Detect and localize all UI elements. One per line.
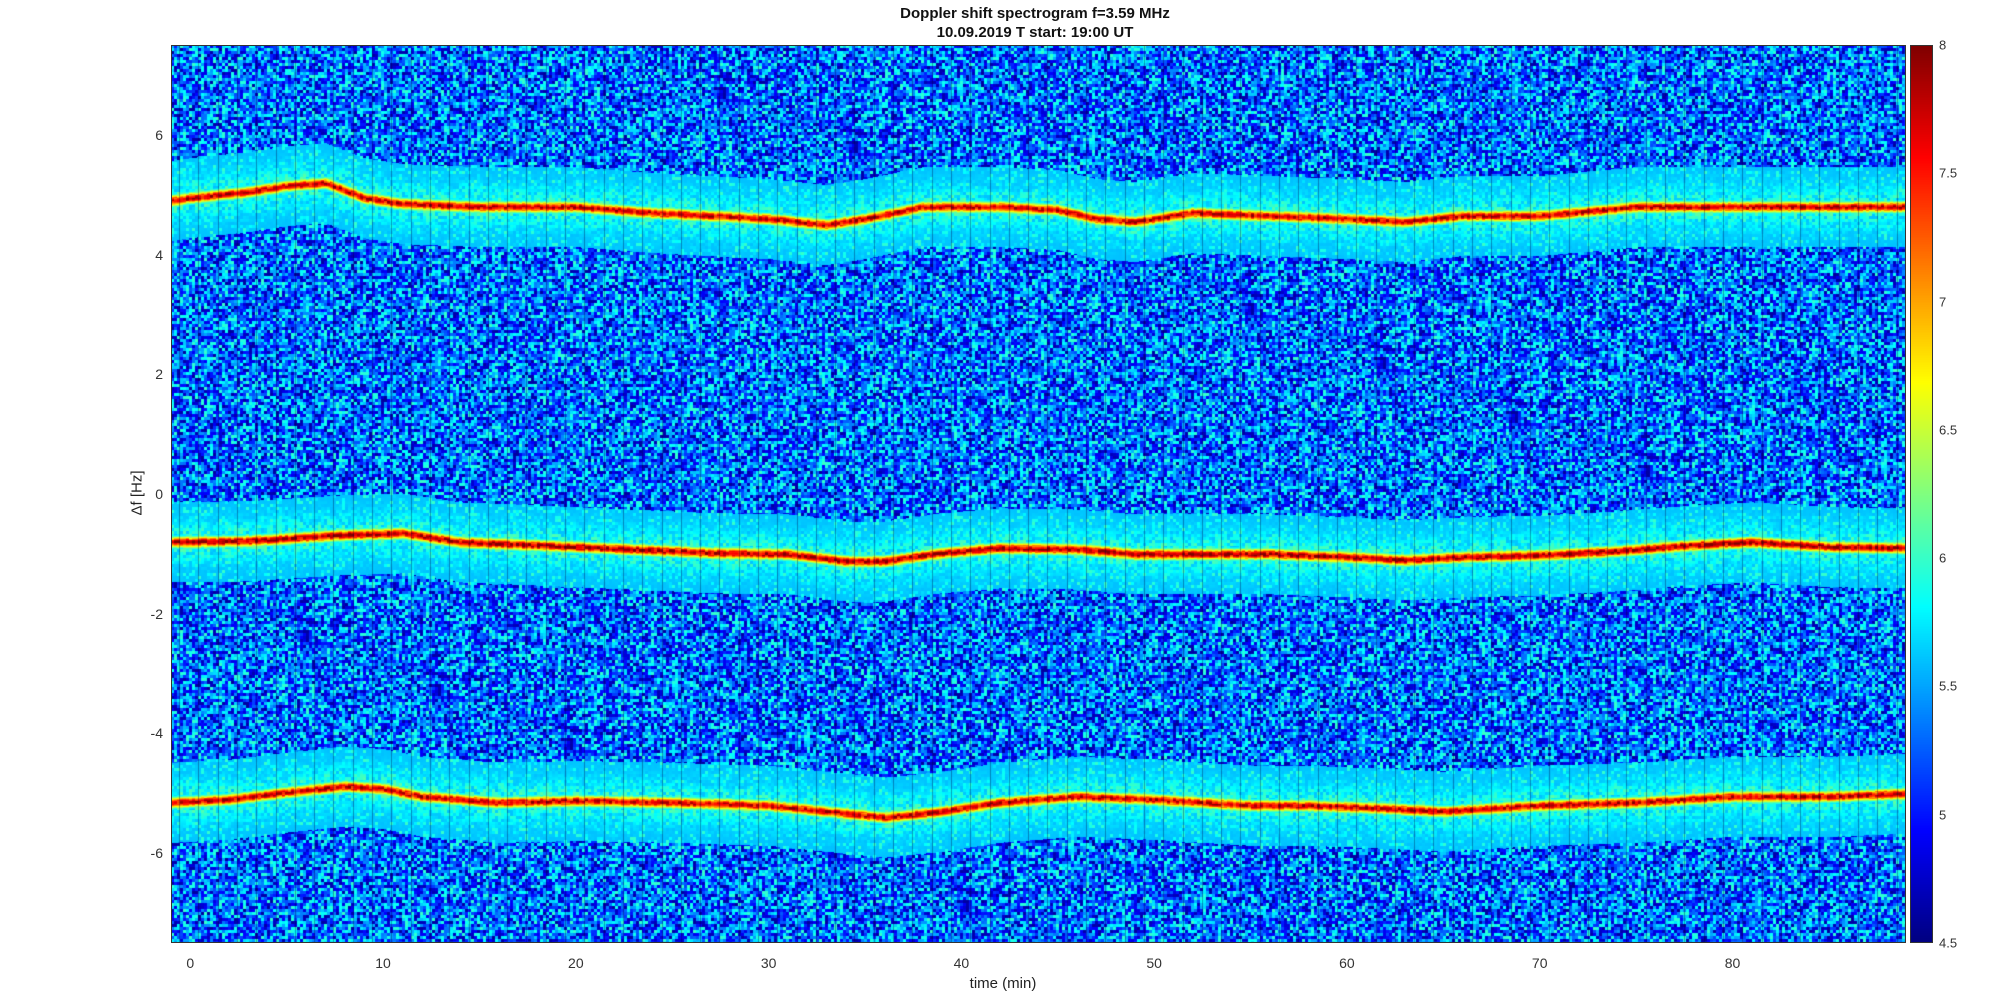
colorbar-tick-label: 4.5: [1939, 935, 1958, 951]
y-tick-label: 0: [155, 486, 163, 502]
colorbar-tick-label: 7.5: [1939, 165, 1958, 181]
y-axis-label: Δf [Hz]: [128, 470, 146, 516]
x-tick-label: 70: [1531, 955, 1548, 971]
y-tick-label: 2: [155, 366, 163, 383]
spectrogram-plot-area: [171, 45, 1906, 943]
x-tick-label: 80: [1724, 955, 1741, 971]
chart-subtitle: 10.09.2019 T start: 19:00 UT: [936, 24, 1134, 41]
y-tick-label: -2: [150, 605, 163, 622]
x-tick-label: 50: [1146, 955, 1162, 971]
chart-title: Doppler shift spectrogram f=3.59 MHz: [900, 5, 1170, 22]
colorbar-tick-label: 7: [1939, 294, 1947, 310]
colorbar-tick-label: 5: [1939, 807, 1947, 823]
x-tick-label: 40: [953, 955, 970, 971]
y-tick-label: 4: [155, 246, 163, 263]
colorbar-tick-label: 8: [1939, 37, 1947, 53]
colorbar-tick-label: 6.5: [1939, 422, 1958, 438]
y-tick-label: -6: [150, 845, 163, 862]
x-tick-label: 20: [568, 955, 584, 971]
y-tick-label: 6: [155, 126, 163, 143]
colorbar-tick-label: 5.5: [1939, 678, 1958, 694]
x-tick-label: 60: [1339, 955, 1355, 971]
x-tick-label: 30: [760, 955, 777, 971]
y-tick-label: -4: [150, 725, 163, 742]
colorbar: [1910, 45, 1933, 943]
x-tick-label: 0: [186, 955, 195, 971]
x-tick-label: 10: [375, 955, 391, 971]
colorbar-tick-label: 6: [1939, 550, 1947, 566]
x-axis-label: time (min): [969, 975, 1037, 992]
